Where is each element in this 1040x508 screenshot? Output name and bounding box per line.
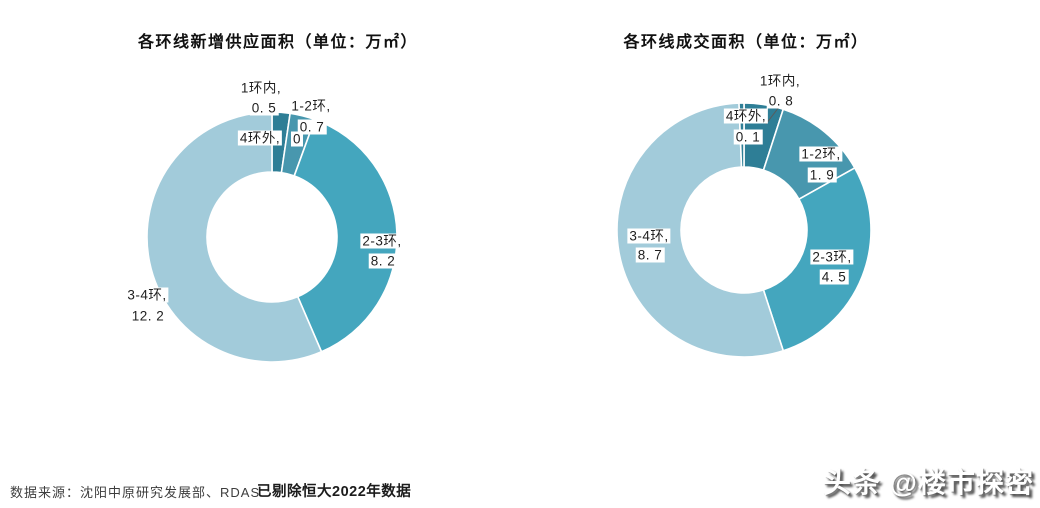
slice-label-name-ring4-outer: 4环外, [723, 108, 769, 124]
slice-label-value-ring3-4: 8. 7 [635, 247, 665, 263]
slice-label-value-ring1-2: 0. 7 [297, 119, 327, 135]
slice-label-value-ring4-outer: 0 [290, 131, 304, 147]
slice-label-value-ring1-inner: 0. 5 [249, 100, 279, 116]
chart-title-left: 各环线新增供应面积（单位：万㎡） [137, 34, 419, 51]
chart-title-right: 各环线成交面积（单位：万㎡） [623, 34, 869, 51]
slice-label-name-ring2-3: 2-3环, [360, 233, 404, 249]
data-note-text: 已剔除恒大2022年数据 [257, 484, 412, 500]
slice-label-name-ring4-outer: 4环外, [237, 130, 283, 146]
slice-label-name-ring3-4: 3-4环, [627, 228, 671, 244]
slice-label-value-ring1-inner: 0. 8 [766, 93, 796, 109]
slice-label-value-ring1-2: 1. 9 [807, 167, 837, 183]
slice-label-value-ring4-outer: 0. 1 [733, 129, 763, 145]
slice-label-value-ring3-4: 12. 2 [129, 308, 167, 324]
data-source-text: 数据来源：沈阳中原研究发展部、RDAS [10, 485, 261, 500]
watermark-text: 头条 @楼市探密 [822, 467, 1034, 498]
slice-label-name-ring1-2: 1-2环, [289, 98, 333, 114]
slice-label-name-ring3-4: 3-4环, [125, 287, 169, 303]
slice-label-value-ring2-3: 4. 5 [819, 269, 849, 285]
slice-label-name-ring1-inner: 1环内, [757, 73, 803, 89]
donut-slice-ring3-4 [616, 102, 785, 358]
donut-slice-ring2-3 [293, 118, 398, 353]
slice-label-name-ring1-inner: 1环内, [238, 80, 284, 96]
label-leader-line [765, 106, 780, 125]
slice-label-name-ring1-2: 1-2环, [799, 146, 843, 162]
donut-slice-ring3-4 [146, 111, 323, 363]
slice-label-name-ring2-3: 2-3环, [810, 249, 854, 265]
slice-label-value-ring2-3: 8. 2 [368, 253, 398, 269]
